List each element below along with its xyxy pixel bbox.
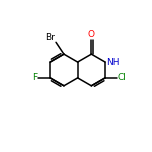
Text: F: F (32, 73, 37, 82)
Text: Cl: Cl (118, 73, 126, 82)
Text: NH: NH (106, 58, 120, 67)
Text: O: O (88, 30, 95, 39)
Text: Br: Br (45, 33, 55, 41)
